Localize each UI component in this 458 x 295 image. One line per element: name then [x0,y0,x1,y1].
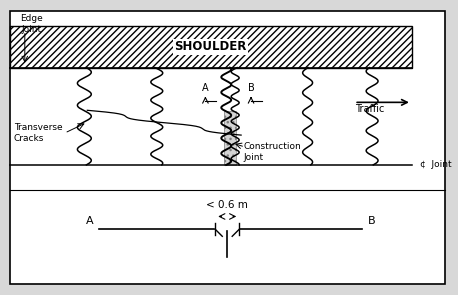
Text: B: B [368,217,376,226]
Text: Transverse
Cracks: Transverse Cracks [14,123,63,143]
Text: < 0.6 m: < 0.6 m [206,199,248,209]
Text: Edge
Joint: Edge Joint [20,14,43,34]
Bar [224,112,236,165]
Text: Traffic: Traffic [355,104,385,114]
Bar [224,112,236,165]
Text: Construction
Joint: Construction Joint [243,142,301,162]
Text: B: B [248,83,255,94]
Text: A: A [202,83,209,94]
Bar [10,26,412,68]
Text: SHOULDER: SHOULDER [174,40,246,53]
Text: ¢  Joint: ¢ Joint [420,160,452,169]
Text: A: A [86,217,93,226]
